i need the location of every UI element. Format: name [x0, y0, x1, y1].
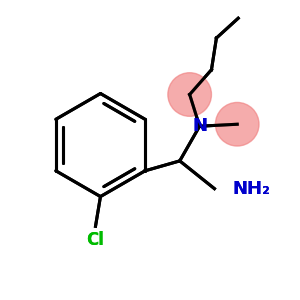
Circle shape: [168, 73, 212, 116]
Text: NH₂: NH₂: [232, 180, 270, 198]
Text: N: N: [192, 117, 207, 135]
Text: N: N: [192, 117, 207, 135]
Circle shape: [215, 102, 259, 146]
Text: NH₂: NH₂: [232, 180, 270, 198]
Text: Cl: Cl: [87, 231, 104, 249]
Text: Cl: Cl: [87, 231, 104, 249]
